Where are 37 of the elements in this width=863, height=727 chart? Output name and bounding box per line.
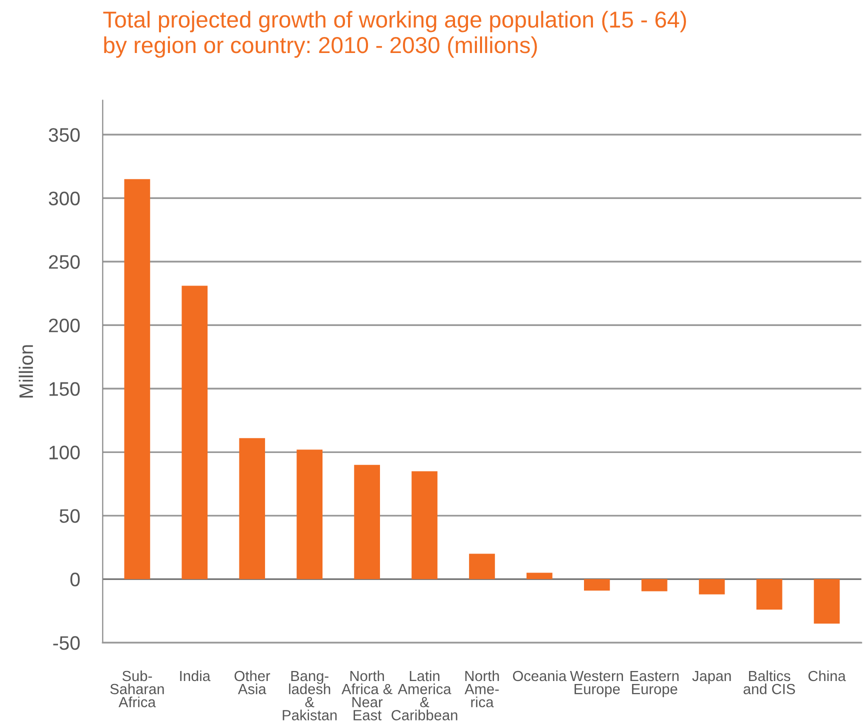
y-tick-label: -50 (53, 636, 80, 650)
bar (526, 572, 552, 580)
x-tick-label: Eastern Europe (630, 670, 679, 698)
y-tick-label: 0 (70, 572, 80, 586)
x-tick-label: Japan (692, 670, 731, 684)
y-axis-title: Million (18, 345, 34, 398)
y-tick-label: 100 (50, 446, 80, 460)
x-tick-label: Sub- Saharan Africa (110, 670, 164, 708)
y-tick-label: 150 (50, 382, 80, 396)
x-tick-label: Other Asia (234, 670, 270, 694)
x-tick-label: Oceania (512, 670, 567, 682)
bar (584, 579, 610, 591)
x-tick-label: North Ame- rica (464, 670, 499, 708)
bar (756, 579, 782, 610)
y-tick-label: 300 (48, 192, 80, 206)
bar (469, 554, 495, 580)
x-tick-label: Baltics and CIS (744, 670, 796, 694)
x-tick-label: India (180, 670, 210, 682)
bar (124, 179, 150, 580)
bar (814, 579, 840, 624)
y-tick-label: 200 (49, 318, 80, 332)
bar (641, 579, 668, 592)
y-tick-label: 350 (48, 128, 80, 142)
x-tick-label: North Africa & Near East (342, 670, 392, 720)
bar (182, 286, 208, 580)
bar (296, 450, 323, 580)
bar (698, 579, 725, 594)
y-tick-label: 50 (60, 509, 80, 523)
y-tick-label: 250 (49, 255, 80, 269)
bar (354, 464, 380, 580)
bar (412, 471, 438, 580)
chart-title: Total projected growth of working age population (15 - 64) by region or country: 2010 - 2030 (millions) (103, 10, 686, 58)
x-tick-label: Bang- ladesh & Pakistan (282, 670, 337, 720)
x-tick-label: China (808, 670, 846, 682)
x-tick-label: Latin America & Caribbean (392, 670, 458, 720)
bar (239, 438, 266, 580)
x-tick-label: Western Europe (570, 670, 623, 698)
